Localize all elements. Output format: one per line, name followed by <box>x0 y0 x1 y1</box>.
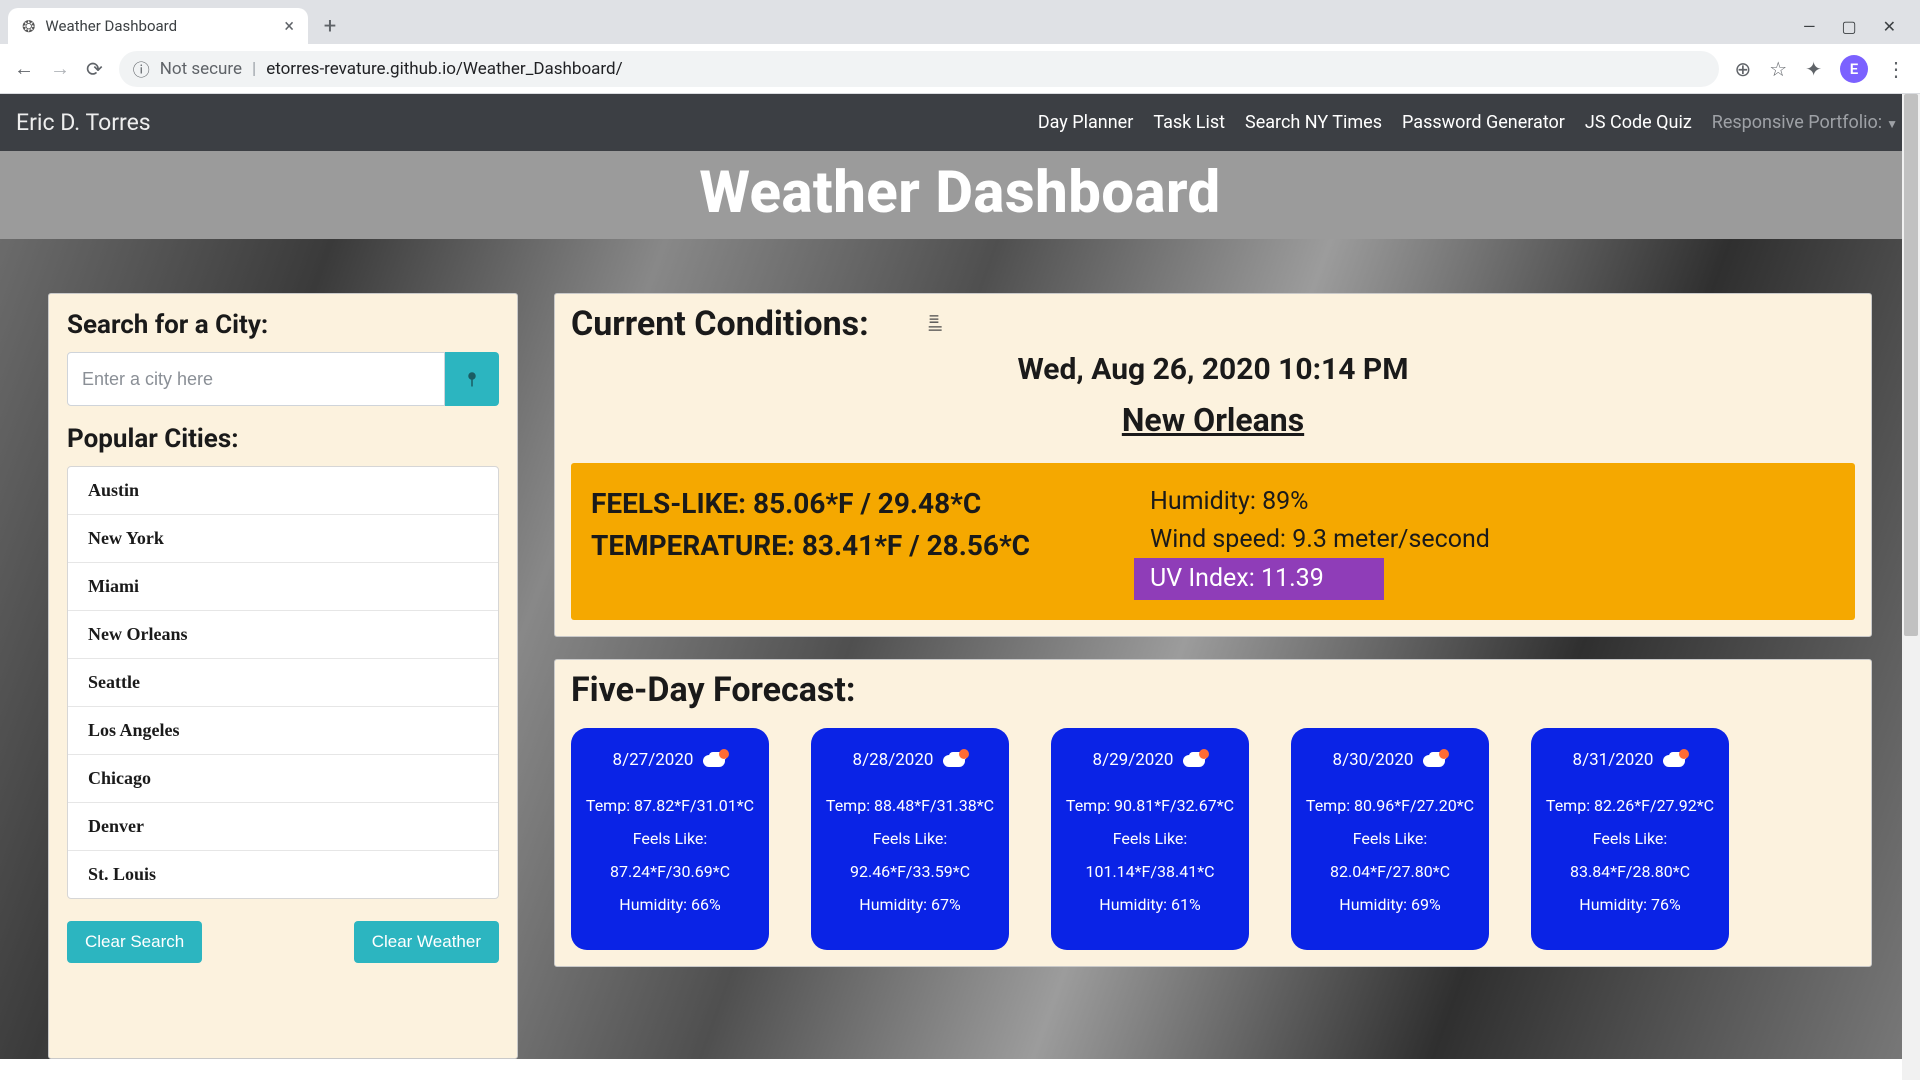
feels-like-value: FEELS-LIKE: 85.06*F / 29.48*C <box>591 483 1030 525</box>
scrollbar-thumb[interactable] <box>1904 94 1918 636</box>
forecast-humidity: Humidity: 61% <box>1061 895 1239 914</box>
nav-dropdown-portfolio[interactable]: Responsive Portfolio:▼ <box>1712 112 1898 133</box>
window-close-icon[interactable]: ✕ <box>1883 17 1896 36</box>
nav-back-icon[interactable]: ← <box>14 56 34 81</box>
forecast-feels-label: Feels Like: <box>1541 829 1719 848</box>
city-item[interactable]: Seattle <box>68 659 498 707</box>
zoom-icon[interactable]: ⊕ <box>1735 57 1752 81</box>
forecast-temp: Temp: 88.48*F/31.38*C <box>821 796 999 815</box>
windspeed-value: Wind speed: 9.3 meter/second <box>1150 521 1490 559</box>
city-item[interactable]: Chicago <box>68 755 498 803</box>
forecast-feels: 101.14*F/38.41*C <box>1061 862 1239 881</box>
scrollbar[interactable] <box>1902 94 1920 1080</box>
nav-reload-icon[interactable]: ⟳ <box>86 57 103 81</box>
info-icon: ⓘ <box>133 56 150 81</box>
extensions-icon[interactable]: ✦ <box>1805 57 1822 81</box>
forecast-date: 8/30/2020 <box>1333 750 1414 770</box>
city-item[interactable]: Austin <box>68 467 498 515</box>
forecast-day-card: 8/31/2020 Temp: 82.26*F/27.92*C Feels Like… <box>1531 728 1729 950</box>
forecast-temp: Temp: 90.81*F/32.67*C <box>1061 796 1239 815</box>
tab-close-icon[interactable]: × <box>284 16 294 37</box>
page-title: Weather Dashboard <box>0 151 1920 239</box>
nav-link-password-generator[interactable]: Password Generator <box>1402 112 1565 133</box>
city-item[interactable]: Denver <box>68 803 498 851</box>
forecast-feels-label: Feels Like: <box>1301 829 1479 848</box>
cloud-sun-icon <box>1663 752 1687 768</box>
cloud-sun-icon <box>1183 752 1207 768</box>
forecast-feels-label: Feels Like: <box>581 829 759 848</box>
current-datetime: Wed, Aug 26, 2020 10:14 PM <box>571 352 1855 387</box>
weather-icon: ≡═ <box>929 315 943 333</box>
forecast-day-card: 8/27/2020 Temp: 87.82*F/31.01*C Feels Like… <box>571 728 769 950</box>
forecast-title: Five-Day Forecast: <box>571 670 1855 710</box>
tab-title: Weather Dashboard <box>45 17 274 35</box>
forecast-humidity: Humidity: 76% <box>1541 895 1719 914</box>
forecast-day-card: 8/29/2020 Temp: 90.81*F/32.67*C Feels Like… <box>1051 728 1249 950</box>
city-item[interactable]: New York <box>68 515 498 563</box>
forecast-feels-label: Feels Like: <box>821 829 999 848</box>
nav-forward-icon[interactable]: → <box>50 56 70 81</box>
nav-link-js-code-quiz[interactable]: JS Code Quiz <box>1585 112 1692 133</box>
city-item[interactable]: Miami <box>68 563 498 611</box>
profile-avatar[interactable]: E <box>1840 55 1868 83</box>
city-item[interactable]: St. Louis <box>68 851 498 898</box>
cloud-sun-icon <box>1423 752 1447 768</box>
forecast-date: 8/31/2020 <box>1573 750 1654 770</box>
navbar-links: Day Planner Task List Search NY Times Pa… <box>1038 112 1898 133</box>
forecast-date: 8/29/2020 <box>1093 750 1174 770</box>
address-bar[interactable]: ⓘ Not secure | etorres-revature.github.i… <box>119 51 1719 87</box>
nav-link-search-ny-times[interactable]: Search NY Times <box>1245 112 1382 133</box>
uv-index-badge: UV Index: 11.39 <box>1134 558 1384 600</box>
city-item[interactable]: New Orleans <box>68 611 498 659</box>
current-conditions-title: Current Conditions: <box>571 304 869 344</box>
search-label: Search for a City: <box>67 310 499 340</box>
forecast-humidity: Humidity: 66% <box>581 895 759 914</box>
nav-link-day-planner[interactable]: Day Planner <box>1038 112 1134 133</box>
current-metrics: FEELS-LIKE: 85.06*F / 29.48*C TEMPERATUR… <box>571 463 1855 620</box>
clear-weather-button[interactable]: Clear Weather <box>354 921 499 963</box>
security-status: Not secure <box>160 59 242 79</box>
forecast-humidity: Humidity: 67% <box>821 895 999 914</box>
current-city: New Orleans <box>571 401 1855 439</box>
forecast-temp: Temp: 80.96*F/27.20*C <box>1301 796 1479 815</box>
forecast-day-card: 8/30/2020 Temp: 80.96*F/27.20*C Feels Like… <box>1291 728 1489 950</box>
clear-search-button[interactable]: Clear Search <box>67 921 202 963</box>
navbar-brand[interactable]: Eric D. Torres <box>16 109 151 136</box>
forecast-card: Five-Day Forecast: 8/27/2020 Temp: 87.82*… <box>554 659 1872 967</box>
forecast-feels: 87.24*F/30.69*C <box>581 862 759 881</box>
forecast-humidity: Humidity: 69% <box>1301 895 1479 914</box>
menu-icon[interactable]: ⋮ <box>1886 57 1906 81</box>
cloud-sun-icon <box>703 752 727 768</box>
search-sidebar: Search for a City: Popular Cities: Austi… <box>48 293 518 1059</box>
forecast-feels: 92.46*F/33.59*C <box>821 862 999 881</box>
temperature-value: TEMPERATURE: 83.41*F / 28.56*C <box>591 525 1030 567</box>
tab-favicon: ❂ <box>22 17 35 36</box>
forecast-temp: Temp: 87.82*F/31.01*C <box>581 796 759 815</box>
forecast-date: 8/28/2020 <box>853 750 934 770</box>
humidity-value: Humidity: 89% <box>1150 483 1490 521</box>
bookmark-icon[interactable]: ☆ <box>1769 57 1787 81</box>
pin-icon <box>463 370 481 388</box>
forecast-date: 8/27/2020 <box>613 750 694 770</box>
cloud-sun-icon <box>943 752 967 768</box>
forecast-feels: 82.04*F/27.80*C <box>1301 862 1479 881</box>
url-text: etorres-revature.github.io/Weather_Dashb… <box>266 59 622 79</box>
new-tab-button[interactable]: + <box>314 10 346 42</box>
forecast-day-card: 8/28/2020 Temp: 88.48*F/31.38*C Feels Like… <box>811 728 1009 950</box>
chevron-down-icon: ▼ <box>1886 117 1898 131</box>
forecast-temp: Temp: 82.26*F/27.92*C <box>1541 796 1719 815</box>
window-maximize-icon[interactable]: ▢ <box>1841 17 1856 36</box>
city-list: Austin New York Miami New Orleans Seattl… <box>67 466 499 899</box>
city-search-input[interactable] <box>67 352 445 406</box>
search-button[interactable] <box>445 352 499 406</box>
forecast-feels-label: Feels Like: <box>1061 829 1239 848</box>
browser-tab[interactable]: ❂ Weather Dashboard × <box>8 8 308 44</box>
site-navbar: Eric D. Torres Day Planner Task List Sea… <box>0 94 1920 151</box>
city-item[interactable]: Los Angeles <box>68 707 498 755</box>
forecast-feels: 83.84*F/28.80*C <box>1541 862 1719 881</box>
nav-link-task-list[interactable]: Task List <box>1153 112 1225 133</box>
popular-cities-label: Popular Cities: <box>67 424 499 454</box>
current-conditions-card: Current Conditions: ≡═ Wed, Aug 26, 2020… <box>554 293 1872 637</box>
window-minimize-icon[interactable]: — <box>1803 17 1816 36</box>
